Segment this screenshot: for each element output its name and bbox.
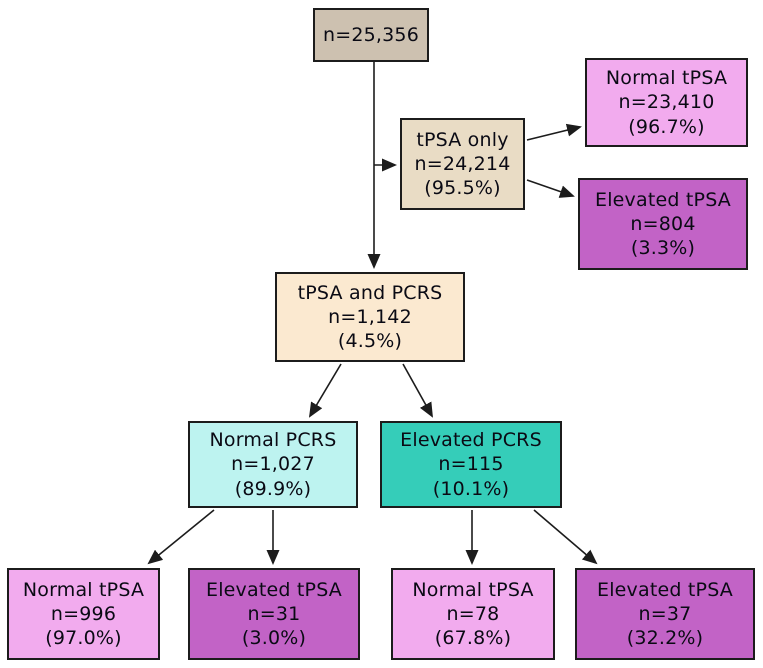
node-count: n=996 <box>50 602 117 625</box>
node-label: Normal tPSA <box>412 578 534 601</box>
node-percent: (95.5%) <box>424 177 501 200</box>
node-count: n=78 <box>446 602 500 625</box>
node-percent: (97.0%) <box>45 627 122 650</box>
node-elevated-pcrs-normal-tpsa: Normal tPSA n=78 (67.8%) <box>391 568 555 660</box>
node-label: Elevated tPSA <box>596 578 734 601</box>
node-label: Elevated tPSA <box>205 578 343 601</box>
node-elevated-pcrs-elevated-tpsa: Elevated tPSA n=37 (32.2%) <box>575 568 755 660</box>
node-percent: (89.9%) <box>234 477 312 500</box>
node-count: n=1,027 <box>231 453 315 476</box>
node-count: n=31 <box>247 602 301 625</box>
node-label: Normal PCRS <box>209 429 337 452</box>
node-normal-pcrs: Normal PCRS n=1,027 (89.9%) <box>188 421 358 508</box>
node-count: n=25,356 <box>322 23 420 46</box>
node-tpsa-and-pcrs: tPSA and PCRS n=1,142 (4.5%) <box>275 272 465 362</box>
node-label: Normal tPSA <box>605 67 728 90</box>
edge-pcrs-to-elevated-pcrs <box>402 363 433 418</box>
node-percent: (4.5%) <box>337 330 403 353</box>
node-percent: (67.8%) <box>434 627 512 650</box>
node-label: Elevated PCRS <box>400 429 542 452</box>
node-percent: (32.2%) <box>626 627 704 650</box>
node-normal-pcrs-normal-tpsa: Normal tPSA n=996 (97.0%) <box>7 568 160 660</box>
edge-only-to-normal <box>526 123 582 141</box>
node-count: n=115 <box>438 453 504 476</box>
edge-pcrs-to-normal-pcrs <box>308 363 342 418</box>
edge-only-to-elevated <box>526 179 575 198</box>
node-percent: (10.1%) <box>432 477 510 500</box>
node-label: tPSA and PCRS <box>297 281 443 304</box>
node-percent: (96.7%) <box>628 115 705 138</box>
node-normal-pcrs-elevated-tpsa: Elevated tPSA n=31 (3.0%) <box>188 568 360 660</box>
node-elevated-pcrs: Elevated PCRS n=115 (10.1%) <box>380 421 562 508</box>
edge-npcrs-to-normal <box>147 509 215 565</box>
node-count: n=23,410 <box>618 91 715 114</box>
node-count: n=24,214 <box>414 152 511 175</box>
node-count: n=1,142 <box>328 305 412 328</box>
node-percent: (3.0%) <box>241 627 307 650</box>
node-label: tPSA only <box>416 128 509 151</box>
node-label: Normal tPSA <box>22 578 145 601</box>
node-tpsa-only-elevated: Elevated tPSA n=804 (3.3%) <box>578 178 748 270</box>
edge-epcrs-to-elevated <box>533 509 598 565</box>
node-tpsa-only-normal: Normal tPSA n=23,410 (96.7%) <box>585 58 748 147</box>
node-label: Elevated tPSA <box>594 188 732 211</box>
node-total: n=25,356 <box>313 8 429 62</box>
node-count: n=804 <box>630 212 696 235</box>
node-tpsa-only: tPSA only n=24,214 (95.5%) <box>400 118 525 210</box>
node-count: n=37 <box>638 602 692 625</box>
node-percent: (3.3%) <box>630 237 696 260</box>
